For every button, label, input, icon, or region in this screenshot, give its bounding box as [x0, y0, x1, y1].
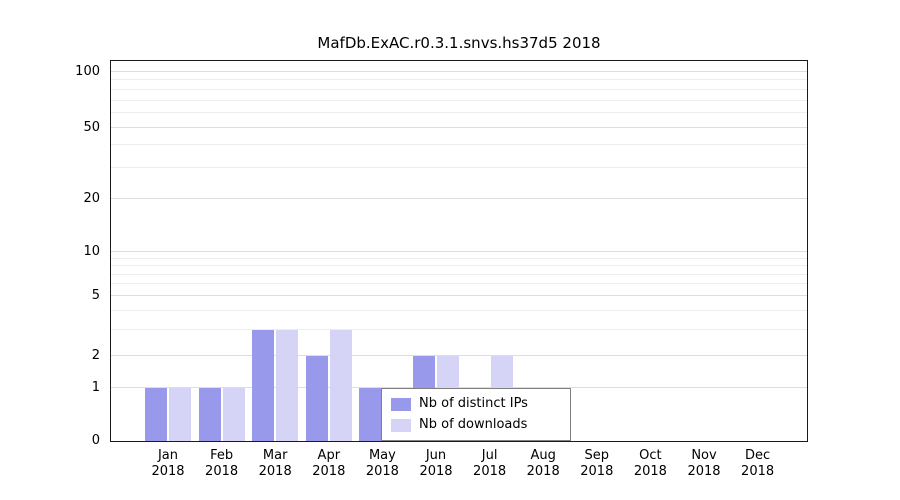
y-tick-label: 0 — [91, 433, 100, 448]
gridline-major — [111, 387, 807, 389]
bar-jan-downloads — [169, 388, 191, 441]
x-tick-year: 2018 — [741, 464, 775, 479]
x-tick-month: Mar — [262, 448, 288, 463]
y-tick-label: 1 — [91, 380, 100, 396]
gridline-minor — [111, 283, 807, 285]
gridline-minor — [111, 309, 807, 311]
x-tick-month: Sep — [584, 448, 610, 463]
x-tick-month: May — [368, 448, 396, 463]
y-tick-label: 20 — [83, 191, 100, 207]
plot-area: Nb of distinct IPs Nb of downloads — [110, 60, 808, 442]
x-tick-label: Jul 2018 — [458, 448, 522, 480]
bar-feb-distinct-ips — [198, 388, 221, 441]
bar-may-distinct-ips — [359, 388, 382, 441]
gridline-minor — [111, 112, 807, 113]
legend-swatch-distinct-ips-icon — [391, 397, 411, 411]
bar-mar-distinct-ips — [252, 329, 275, 441]
x-tick-year: 2018 — [526, 464, 560, 479]
legend-label-downloads: Nb of downloads — [419, 417, 528, 432]
legend-item-distinct-ips: Nb of distinct IPs — [391, 396, 561, 412]
bar-apr-distinct-ips — [305, 356, 328, 441]
x-tick-month: Aug — [530, 448, 556, 463]
x-tick-month: Feb — [210, 448, 234, 463]
gridline-major — [111, 251, 807, 252]
gridline-minor — [111, 328, 807, 330]
x-tick-year: 2018 — [151, 464, 185, 479]
x-tick-label: Nov 2018 — [672, 448, 736, 480]
y-tick-label: 100 — [75, 63, 100, 79]
legend: Nb of distinct IPs Nb of downloads — [381, 388, 571, 441]
x-tick-month: Nov — [691, 448, 717, 463]
bar-mar-downloads — [276, 329, 299, 441]
gridline-minor — [111, 144, 807, 146]
bar-apr-downloads — [329, 329, 352, 441]
x-tick-month: Jul — [481, 448, 498, 463]
x-tick-label: Sep 2018 — [565, 448, 629, 480]
chart-title: MafDb.ExAC.r0.3.1.snvs.hs37d5 2018 — [317, 34, 601, 52]
x-tick-label: Feb 2018 — [190, 448, 254, 480]
gridline-major — [111, 70, 807, 72]
x-tick-month: Jan — [157, 448, 179, 463]
legend-item-downloads: Nb of downloads — [391, 417, 561, 433]
x-tick-year: 2018 — [312, 464, 346, 479]
x-tick-label: Apr 2018 — [297, 448, 361, 480]
x-tick-label: Aug 2018 — [511, 448, 575, 480]
gridline-major — [111, 355, 807, 357]
x-tick-month: Jun — [425, 448, 447, 463]
x-tick-label: Jan 2018 — [136, 448, 200, 480]
gridline-minor — [111, 79, 807, 81]
x-tick-month: Oct — [639, 448, 662, 463]
x-tick-year: 2018 — [258, 464, 292, 479]
y-tick-label: 50 — [83, 119, 100, 135]
x-tick-year: 2018 — [365, 464, 399, 479]
x-tick-year: 2018 — [205, 464, 239, 479]
gridline-minor — [111, 257, 807, 259]
x-tick-label: Mar 2018 — [243, 448, 307, 480]
y-tick-label: 2 — [91, 348, 100, 364]
x-tick-year: 2018 — [633, 464, 667, 479]
gridline-minor — [111, 166, 807, 168]
x-tick-year: 2018 — [473, 464, 507, 479]
x-tick-label: Dec 2018 — [726, 448, 790, 480]
legend-swatch-downloads-icon — [391, 418, 411, 432]
y-tick-label: 10 — [83, 243, 100, 259]
x-tick-label: Jun 2018 — [404, 448, 468, 480]
bar-jan-distinct-ips — [145, 388, 167, 441]
gridline-major — [111, 126, 807, 128]
gridline-minor — [111, 99, 807, 101]
y-tick-label: 5 — [91, 287, 100, 303]
gridline-major — [111, 198, 807, 200]
x-tick-month: Apr — [317, 448, 341, 463]
x-tick-year: 2018 — [687, 464, 721, 479]
x-tick-label: Oct 2018 — [618, 448, 682, 480]
bar-feb-downloads — [222, 388, 245, 441]
gridline-major — [111, 294, 807, 296]
x-tick-month: Dec — [745, 448, 771, 463]
x-tick-year: 2018 — [419, 464, 453, 479]
gridline-minor — [111, 265, 807, 267]
legend-label-distinct-ips: Nb of distinct IPs — [419, 396, 528, 411]
gridline-minor — [111, 88, 807, 90]
gridline-minor — [111, 273, 807, 275]
x-tick-year: 2018 — [580, 464, 614, 479]
x-tick-label: May 2018 — [350, 448, 414, 480]
